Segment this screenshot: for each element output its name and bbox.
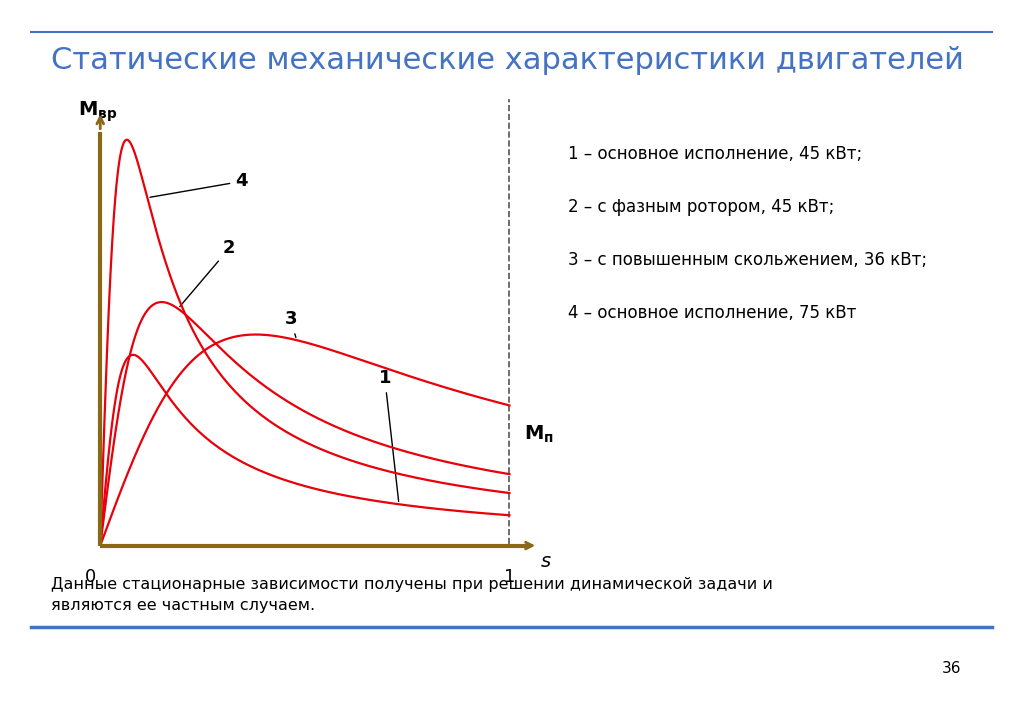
- Text: 1 – основное исполнение, 45 кВт;: 1 – основное исполнение, 45 кВт;: [568, 145, 862, 163]
- Text: $\mathbf{M}_\mathbf{п}$: $\mathbf{M}_\mathbf{п}$: [524, 423, 553, 445]
- Text: являются ее частным случаем.: являются ее частным случаем.: [51, 598, 315, 613]
- Text: 4: 4: [150, 172, 248, 198]
- Text: Статические механические характеристики двигателей: Статические механические характеристики …: [51, 46, 964, 75]
- Text: 1: 1: [503, 568, 516, 586]
- Text: 0: 0: [85, 568, 95, 586]
- Text: 36: 36: [942, 661, 962, 676]
- Text: 2 – с фазным ротором, 45 кВт;: 2 – с фазным ротором, 45 кВт;: [568, 198, 834, 216]
- Text: 3: 3: [284, 310, 297, 338]
- Text: $s$: $s$: [540, 552, 552, 571]
- Text: 3 – с повышенным скольжением, 36 кВт;: 3 – с повышенным скольжением, 36 кВт;: [568, 251, 927, 269]
- Text: 2: 2: [180, 239, 235, 307]
- Text: 1: 1: [379, 370, 399, 501]
- Text: Данные стационарные зависимости получены при решении динамической задачи и: Данные стационарные зависимости получены…: [51, 577, 773, 592]
- Text: $\mathbf{M}_\mathbf{вр}$: $\mathbf{M}_\mathbf{вр}$: [78, 99, 117, 124]
- Text: 4 – основное исполнение, 75 кВт: 4 – основное исполнение, 75 кВт: [568, 304, 856, 322]
